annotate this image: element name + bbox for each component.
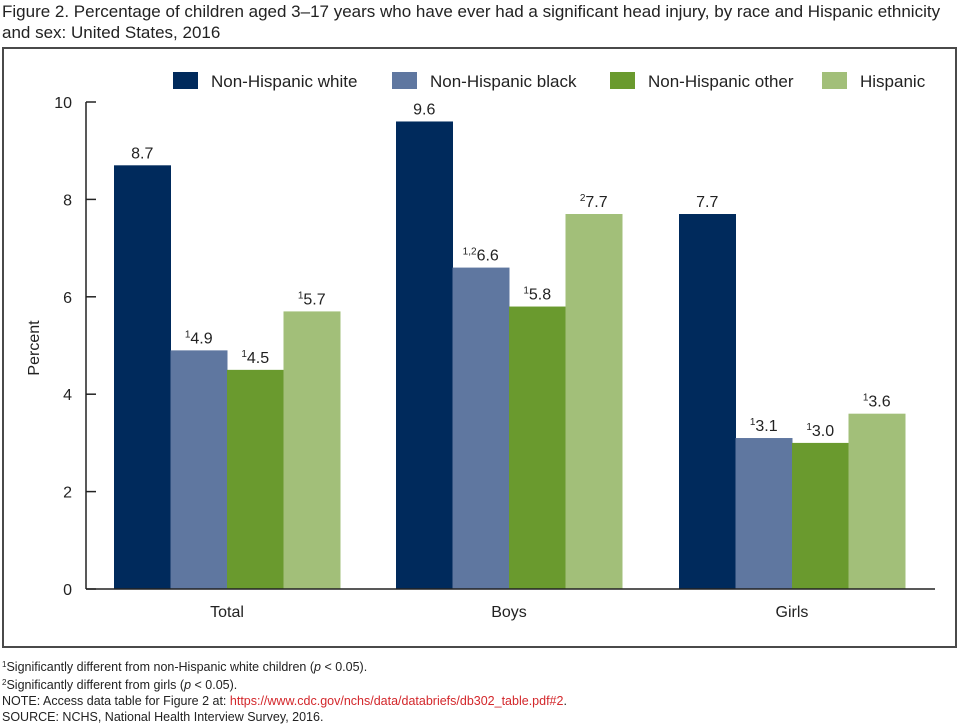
bar	[283, 311, 341, 589]
y-tick-label: 4	[63, 387, 72, 404]
figure-title: Figure 2. Percentage of children aged 3–…	[2, 2, 941, 42]
bars	[114, 121, 906, 589]
data-label: 27.7	[580, 193, 608, 211]
bar	[848, 413, 906, 589]
legend-swatch	[173, 72, 198, 89]
note-line: NOTE: Access data table for Figure 2 at:…	[2, 694, 567, 708]
data-label: 14.5	[241, 349, 269, 367]
data-label: 13.1	[750, 417, 778, 435]
legend-label: Hispanic	[860, 72, 926, 91]
data-label: 13.6	[863, 393, 891, 411]
source-line: SOURCE: NCHS, National Health Interview …	[2, 710, 324, 724]
bar	[170, 350, 228, 589]
bar	[396, 121, 453, 589]
data-label: 13.0	[806, 422, 834, 440]
legend-swatch	[392, 72, 417, 89]
legend-swatch	[610, 72, 635, 89]
data-table-link[interactable]: https://www.cdc.gov/nchs/data/databriefs…	[229, 694, 564, 708]
x-category-label: Boys	[491, 604, 527, 621]
y-tick-label: 6	[63, 290, 72, 307]
footnotes: 1Significantly different from non-Hispan…	[2, 657, 567, 725]
bar	[509, 306, 566, 589]
x-category-label: Girls	[776, 604, 809, 621]
y-axis-label: Percent	[26, 320, 43, 376]
data-label: 9.6	[413, 101, 435, 118]
bar	[735, 438, 793, 589]
legend-label: Non-Hispanic black	[430, 72, 577, 91]
data-label: 7.7	[696, 194, 718, 211]
data-label: 1,26.6	[463, 247, 499, 265]
x-category-label: Total	[210, 604, 244, 621]
data-label: 14.9	[185, 329, 213, 347]
footnote-2: 2Significantly different from girls (p <…	[2, 678, 238, 692]
bar	[679, 214, 736, 589]
data-label: 15.7	[298, 290, 326, 308]
bar	[565, 214, 623, 589]
y-axis: 0 2 4 6 8 10	[54, 95, 96, 599]
x-axis: Total Boys Girls	[86, 588, 935, 621]
footnote-1: 1Significantly different from non-Hispan…	[2, 660, 368, 674]
legend-swatch	[822, 72, 847, 89]
bar	[452, 267, 510, 589]
data-label: 8.7	[131, 145, 153, 162]
legend: Non-Hispanic white Non-Hispanic black Non-…	[173, 72, 926, 91]
y-tick-label: 10	[54, 95, 72, 112]
data-label: 15.8	[523, 286, 551, 304]
bar	[114, 165, 171, 589]
bar	[227, 369, 284, 589]
legend-label: Non-Hispanic other	[648, 72, 794, 91]
y-tick-label: 0	[63, 582, 72, 599]
y-tick-label: 8	[63, 192, 72, 209]
bar	[792, 442, 849, 589]
y-tick-label: 2	[63, 485, 72, 502]
chart-frame	[2, 47, 957, 648]
value-labels: 8.7 9.6 7.7 14.9 1,26.6 13.1 14.5 15.8 13.0 15.7 2…	[131, 101, 891, 439]
legend-label: Non-Hispanic white	[211, 72, 357, 91]
